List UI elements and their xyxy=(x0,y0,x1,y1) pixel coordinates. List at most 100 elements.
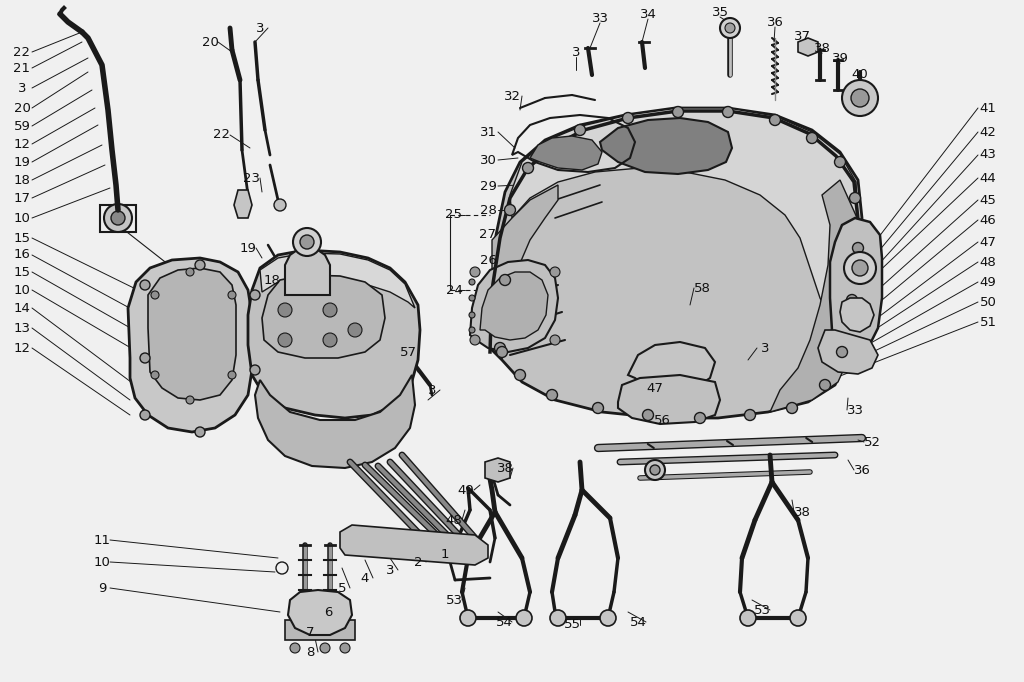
Text: 10: 10 xyxy=(13,284,31,297)
Circle shape xyxy=(278,333,292,347)
Circle shape xyxy=(469,327,475,333)
Circle shape xyxy=(852,260,868,276)
Text: 43: 43 xyxy=(980,149,996,162)
Polygon shape xyxy=(480,272,548,340)
Polygon shape xyxy=(818,330,878,374)
Circle shape xyxy=(104,204,132,232)
Text: 19: 19 xyxy=(240,241,256,254)
Circle shape xyxy=(550,335,560,345)
Circle shape xyxy=(642,409,653,421)
Text: 5: 5 xyxy=(338,582,346,595)
Text: 31: 31 xyxy=(479,125,497,138)
Circle shape xyxy=(469,295,475,301)
Circle shape xyxy=(195,260,205,270)
Text: 12: 12 xyxy=(13,342,31,355)
Text: 41: 41 xyxy=(980,102,996,115)
Text: 8: 8 xyxy=(306,645,314,659)
Polygon shape xyxy=(830,218,882,355)
Circle shape xyxy=(323,333,337,347)
Text: 9: 9 xyxy=(98,582,106,595)
Circle shape xyxy=(740,610,756,626)
Text: 55: 55 xyxy=(563,619,581,632)
Text: 33: 33 xyxy=(592,12,608,25)
Text: 35: 35 xyxy=(712,5,728,18)
Polygon shape xyxy=(255,375,415,468)
Circle shape xyxy=(593,402,603,413)
Text: 22: 22 xyxy=(213,128,230,141)
Polygon shape xyxy=(340,525,488,565)
Text: 2: 2 xyxy=(414,556,422,569)
Circle shape xyxy=(469,279,475,285)
Polygon shape xyxy=(798,38,818,56)
Polygon shape xyxy=(840,298,874,332)
Circle shape xyxy=(297,277,313,293)
Text: 45: 45 xyxy=(980,194,996,207)
Circle shape xyxy=(275,260,285,270)
Circle shape xyxy=(837,346,848,357)
Circle shape xyxy=(550,610,566,626)
Text: 50: 50 xyxy=(980,295,996,308)
Circle shape xyxy=(469,312,475,318)
Text: 21: 21 xyxy=(13,61,31,74)
Text: 54: 54 xyxy=(496,615,512,629)
Text: 20: 20 xyxy=(202,35,218,48)
Text: 44: 44 xyxy=(980,171,996,185)
Polygon shape xyxy=(260,253,415,308)
Circle shape xyxy=(140,410,150,420)
Text: 3: 3 xyxy=(256,22,264,35)
Circle shape xyxy=(650,465,660,475)
Circle shape xyxy=(769,115,780,125)
Circle shape xyxy=(786,402,798,413)
Text: 20: 20 xyxy=(13,102,31,115)
Text: 12: 12 xyxy=(13,138,31,151)
Circle shape xyxy=(725,23,735,33)
Text: 34: 34 xyxy=(640,8,656,20)
Text: 15: 15 xyxy=(13,231,31,245)
Text: 13: 13 xyxy=(13,321,31,334)
Circle shape xyxy=(348,323,362,337)
Polygon shape xyxy=(148,268,236,400)
Text: 3: 3 xyxy=(428,383,436,396)
Circle shape xyxy=(851,89,869,107)
Circle shape xyxy=(514,370,525,381)
Text: 37: 37 xyxy=(794,29,811,42)
Circle shape xyxy=(228,291,236,299)
Polygon shape xyxy=(485,458,510,482)
Circle shape xyxy=(720,18,740,38)
Polygon shape xyxy=(262,275,385,358)
Text: 10: 10 xyxy=(93,556,111,569)
Text: 47: 47 xyxy=(646,381,664,394)
Polygon shape xyxy=(234,190,252,218)
Circle shape xyxy=(289,269,321,301)
Text: 36: 36 xyxy=(854,464,870,477)
Text: 3: 3 xyxy=(571,46,581,59)
Text: 26: 26 xyxy=(479,254,497,267)
Text: 57: 57 xyxy=(399,346,417,359)
Circle shape xyxy=(505,205,515,216)
Circle shape xyxy=(186,396,194,404)
Polygon shape xyxy=(490,108,862,418)
Text: 3: 3 xyxy=(386,563,394,576)
Circle shape xyxy=(470,335,480,345)
Text: 38: 38 xyxy=(813,42,830,55)
Circle shape xyxy=(250,290,260,300)
Text: 38: 38 xyxy=(497,462,513,475)
Circle shape xyxy=(340,643,350,653)
Circle shape xyxy=(673,106,683,117)
Polygon shape xyxy=(492,185,558,360)
Text: 14: 14 xyxy=(13,301,31,314)
Circle shape xyxy=(460,610,476,626)
Text: 52: 52 xyxy=(863,436,881,449)
Text: 22: 22 xyxy=(13,46,31,59)
Text: 56: 56 xyxy=(653,413,671,426)
Text: 6: 6 xyxy=(324,606,332,619)
Text: 33: 33 xyxy=(847,404,863,417)
Text: 58: 58 xyxy=(693,282,711,295)
Circle shape xyxy=(151,371,159,379)
Circle shape xyxy=(278,303,292,317)
Polygon shape xyxy=(770,180,862,412)
Text: 15: 15 xyxy=(13,265,31,278)
Text: 53: 53 xyxy=(754,604,770,617)
Text: 54: 54 xyxy=(630,615,646,629)
Circle shape xyxy=(645,460,665,480)
